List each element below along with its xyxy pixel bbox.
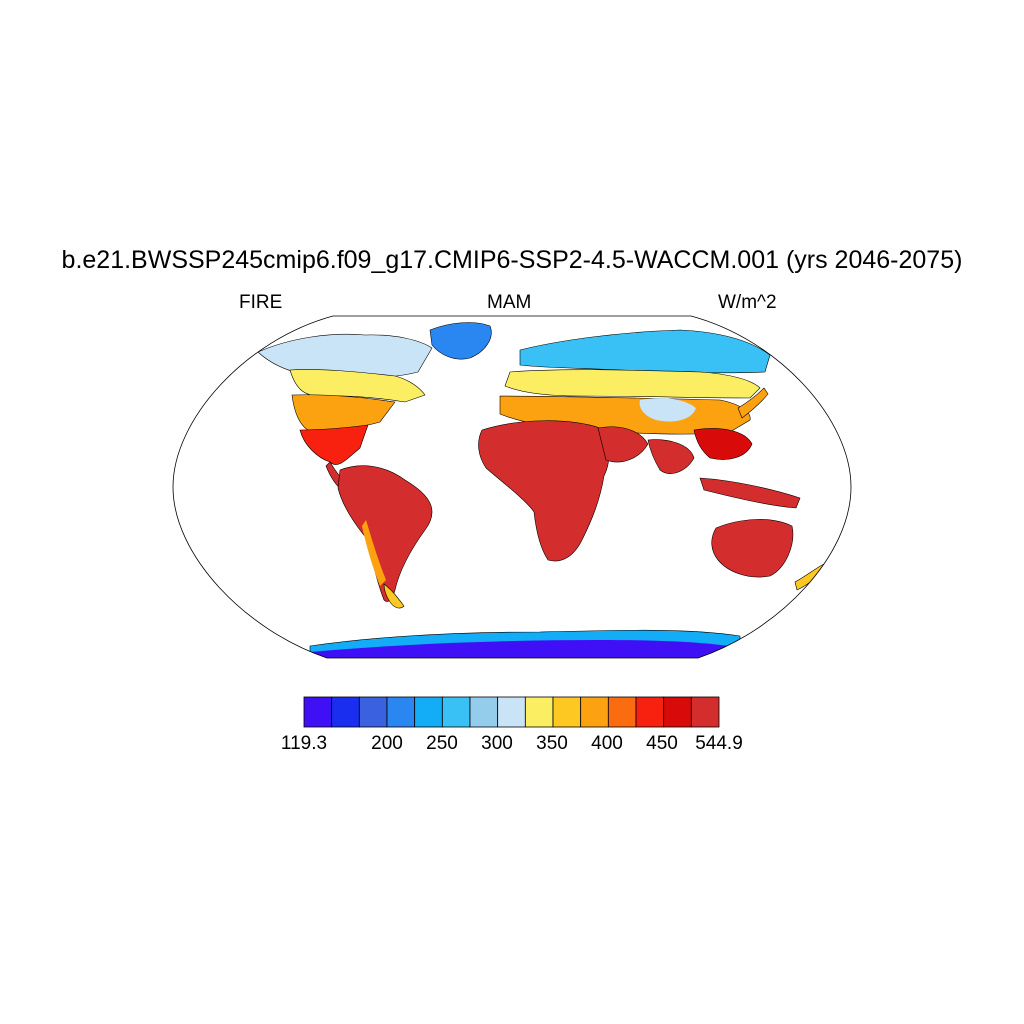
south-america-tip <box>383 583 405 609</box>
eurasia-arctic <box>519 329 771 374</box>
australia <box>711 519 794 578</box>
colorbar-tick-7: 544.9 <box>695 733 743 754</box>
colorbar-box <box>358 696 388 728</box>
colorbar-box <box>607 696 637 728</box>
variable-label: FIRE <box>239 292 283 313</box>
se-asia <box>693 428 753 460</box>
units-label: W/m^2 <box>718 292 777 313</box>
colorbar-box <box>331 696 360 728</box>
colorbar-box <box>469 696 499 728</box>
colorbar-box <box>690 696 720 728</box>
colorbar-tick-4: 350 <box>536 733 568 754</box>
colorbar-tick-0: 119.3 <box>280 733 328 754</box>
colorbar-box <box>663 696 692 728</box>
map-border <box>172 315 852 659</box>
south-america-andes <box>362 520 386 586</box>
india <box>647 439 695 474</box>
indonesia <box>699 477 801 509</box>
colorbar-box <box>524 696 554 728</box>
japan <box>737 387 769 419</box>
colorbar-tick-3: 300 <box>481 733 513 754</box>
colorbar-box <box>386 696 416 728</box>
eurasia-north <box>504 369 761 399</box>
colorbar-box <box>441 696 471 728</box>
map-title: b.e21.BWSSP245cmip6.f09_g17.CMIP6-SSP2-4… <box>61 246 963 274</box>
colorbar-box <box>497 696 526 728</box>
colorbar-box <box>580 696 609 728</box>
antarctica-interior <box>310 640 740 658</box>
colorbar-box <box>552 696 582 728</box>
colorbar-box <box>414 696 443 728</box>
season-label: MAM <box>487 292 532 313</box>
colorbar-tick-5: 400 <box>591 733 623 754</box>
tibetan-plateau <box>639 398 696 422</box>
colorbar-tick-1: 200 <box>371 733 403 754</box>
north-america-south <box>299 424 369 465</box>
greenland <box>429 322 492 360</box>
colorbar-box <box>635 696 665 728</box>
colorbar-tick-2: 250 <box>426 733 458 754</box>
middle-east <box>597 426 649 463</box>
africa <box>478 420 610 562</box>
colorbar-box <box>303 696 333 728</box>
colorbar-tick-6: 450 <box>646 733 678 754</box>
